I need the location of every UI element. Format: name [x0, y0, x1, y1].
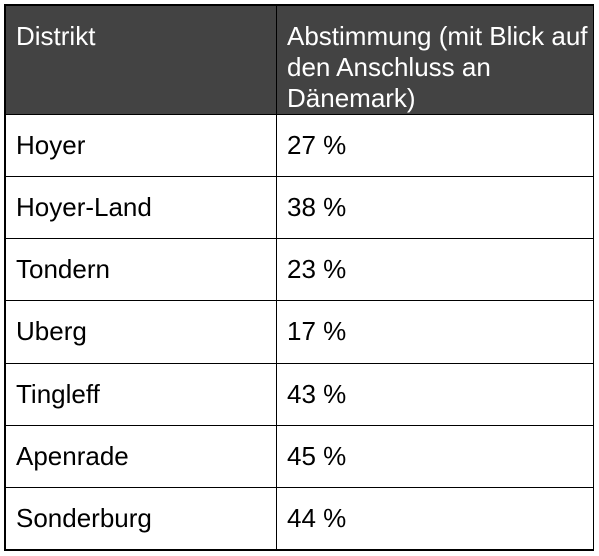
vote-cell: 23 % — [276, 238, 594, 302]
results-table: Distrikt Abstimmung (mit Blick auf den A… — [5, 5, 594, 551]
vote-cell: 17 % — [276, 300, 594, 364]
district-cell: Tingleff — [5, 362, 277, 426]
district-cell: Sonderburg — [5, 486, 277, 551]
district-cell: Uberg — [5, 300, 277, 364]
vote-table: Distrikt Abstimmung (mit Blick auf den A… — [4, 4, 594, 551]
vote-cell: 27 % — [276, 113, 594, 178]
vote-cell: 45 % — [276, 424, 594, 488]
column-header-district: Distrikt — [5, 5, 277, 115]
district-cell: Hoyer-Land — [5, 176, 277, 240]
vote-cell: 44 % — [276, 486, 594, 551]
table-row: Hoyer 27 % — [5, 113, 594, 178]
vote-cell: 43 % — [276, 362, 594, 426]
table-row: Hoyer-Land 38 % — [5, 176, 594, 240]
district-cell: Tondern — [5, 238, 277, 302]
table-row: Apenrade 45 % — [5, 424, 594, 488]
header-row: Distrikt Abstimmung (mit Blick auf den A… — [5, 5, 594, 115]
district-cell: Hoyer — [5, 113, 277, 178]
vote-cell: 38 % — [276, 176, 594, 240]
table-row: Uberg 17 % — [5, 300, 594, 364]
district-cell: Apenrade — [5, 424, 277, 488]
table-row: Tondern 23 % — [5, 238, 594, 302]
column-header-vote: Abstimmung (mit Blick auf den Anschluss … — [276, 5, 594, 115]
table-row: Sonderburg 44 % — [5, 486, 594, 551]
table-row: Tingleff 43 % — [5, 362, 594, 426]
